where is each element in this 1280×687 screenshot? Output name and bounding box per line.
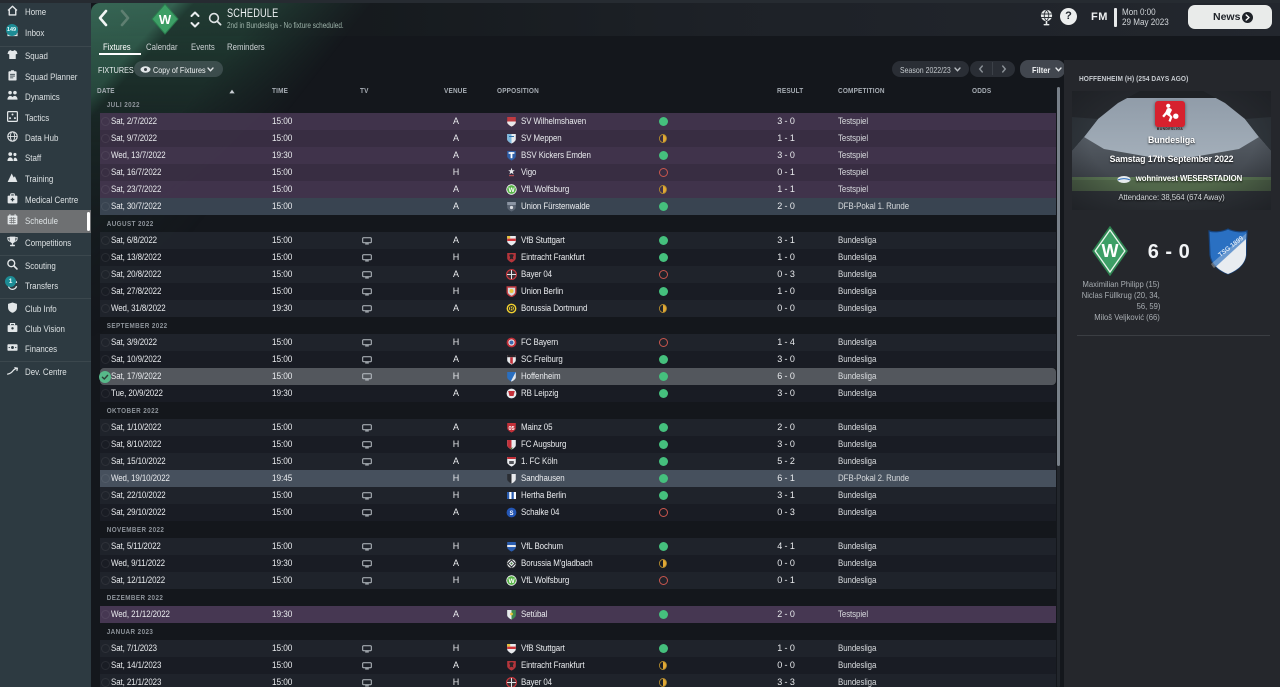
svg-text:S: S [510,511,514,517]
svg-text:05: 05 [509,426,515,432]
svg-text:W: W [159,12,172,27]
svg-text:W: W [508,578,515,585]
svg-text:B: B [510,307,514,313]
svg-text:W: W [1102,241,1119,261]
svg-text:W: W [508,187,515,194]
